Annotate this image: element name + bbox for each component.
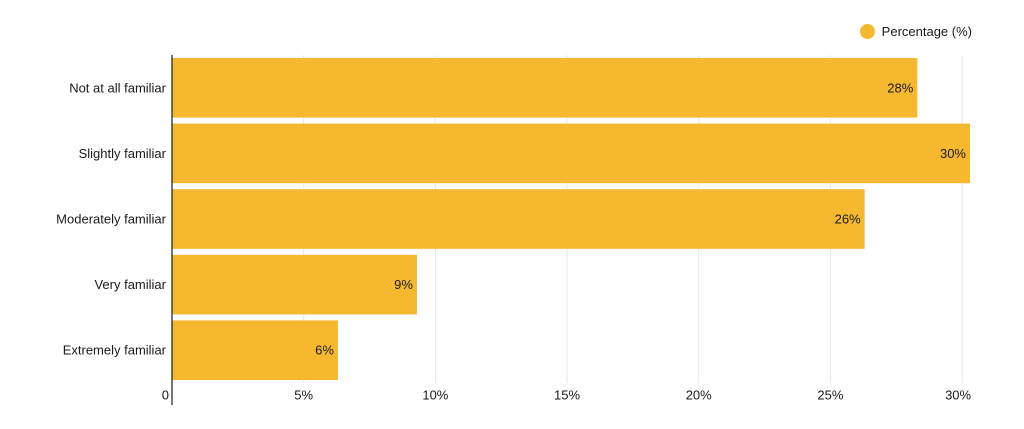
bar bbox=[172, 320, 338, 380]
bar-value-label: 9% bbox=[394, 277, 413, 292]
x-tick-label: 5% bbox=[294, 388, 313, 403]
x-tick-label: 30% bbox=[945, 388, 971, 403]
legend: Percentage (%) bbox=[859, 24, 972, 39]
category-label: Very familiar bbox=[94, 277, 166, 292]
bar-value-label: 28% bbox=[887, 80, 913, 95]
x-tick-label: 15% bbox=[554, 388, 580, 403]
category-label: Slightly familiar bbox=[79, 146, 167, 161]
legend-label: Percentage (%) bbox=[881, 24, 972, 39]
category-label: Extremely familiar bbox=[63, 343, 167, 358]
category-label: Moderately familiar bbox=[56, 212, 166, 227]
bar bbox=[172, 254, 417, 315]
bar bbox=[172, 123, 970, 184]
x-tick-label: 20% bbox=[686, 388, 712, 403]
legend-swatch bbox=[859, 24, 875, 39]
bar bbox=[172, 58, 918, 118]
bar-value-label: 6% bbox=[315, 343, 334, 358]
x-tick-label: 25% bbox=[817, 388, 843, 403]
bar-value-label: 30% bbox=[940, 146, 966, 161]
x-tick-label: 0 bbox=[162, 388, 169, 403]
x-tick-label: 10% bbox=[422, 388, 448, 403]
category-label: Not at all familiar bbox=[69, 80, 166, 95]
bar-value-label: 26% bbox=[835, 212, 861, 227]
bar bbox=[172, 189, 865, 249]
